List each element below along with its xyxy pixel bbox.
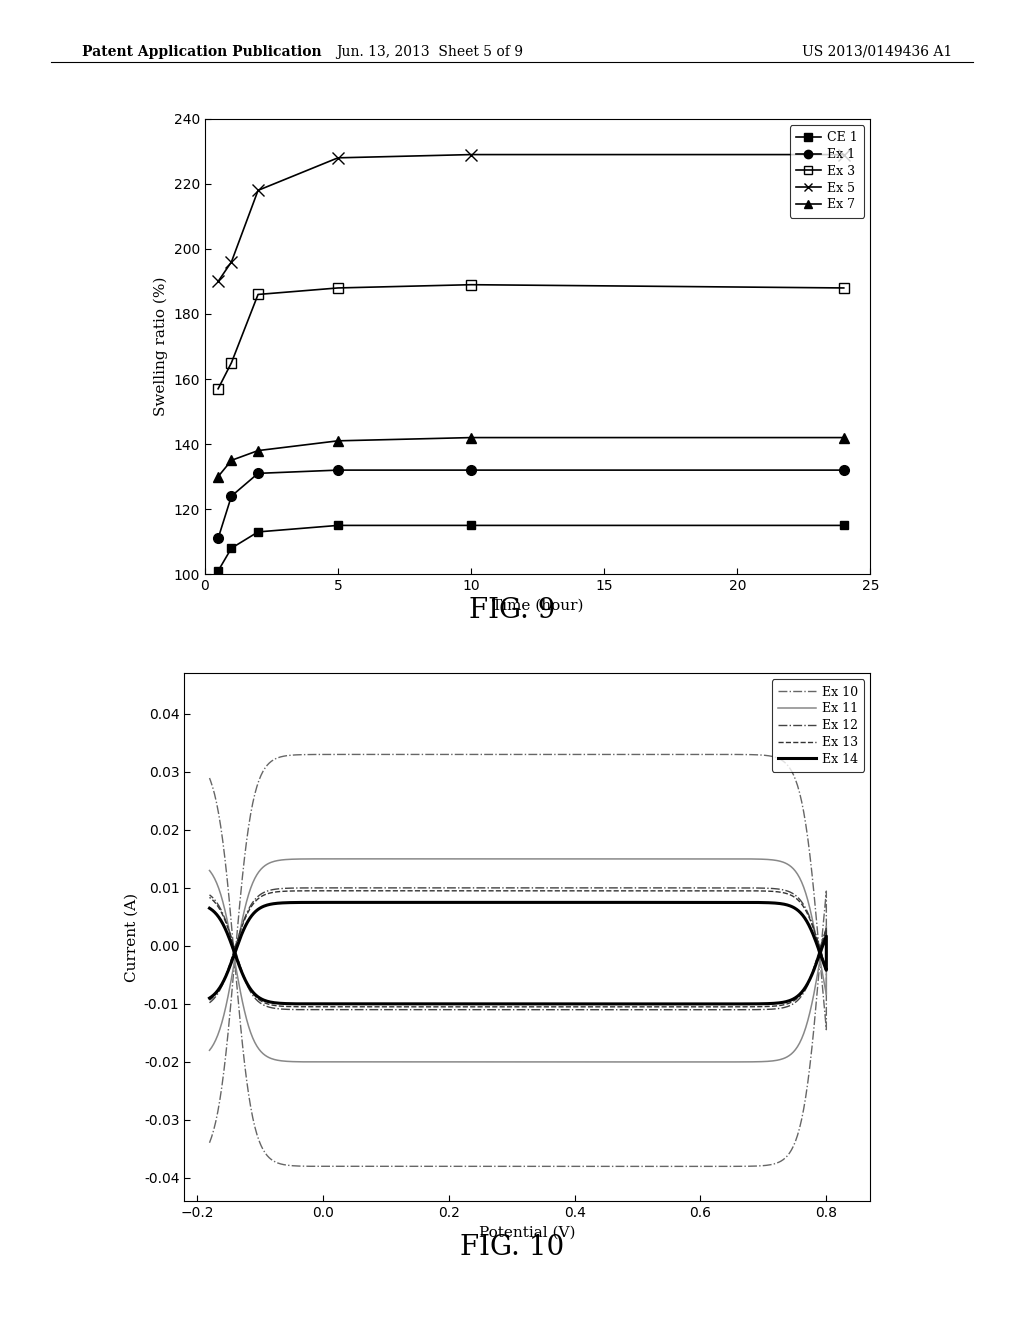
Legend: CE 1, Ex 1, Ex 3, Ex 5, Ex 7: CE 1, Ex 1, Ex 3, Ex 5, Ex 7: [790, 125, 864, 218]
Legend: Ex 10, Ex 11, Ex 12, Ex 13, Ex 14: Ex 10, Ex 11, Ex 12, Ex 13, Ex 14: [772, 680, 864, 772]
Text: FIG. 10: FIG. 10: [460, 1234, 564, 1261]
Y-axis label: Current (A): Current (A): [124, 892, 138, 982]
Text: Jun. 13, 2013  Sheet 5 of 9: Jun. 13, 2013 Sheet 5 of 9: [337, 45, 523, 59]
Text: US 2013/0149436 A1: US 2013/0149436 A1: [802, 45, 952, 59]
Y-axis label: Swelling ratio (%): Swelling ratio (%): [154, 277, 168, 416]
Text: Patent Application Publication: Patent Application Publication: [82, 45, 322, 59]
X-axis label: Potential (V): Potential (V): [479, 1225, 575, 1239]
X-axis label: Time (hour): Time (hour): [492, 598, 584, 612]
Text: FIG. 9: FIG. 9: [469, 597, 555, 623]
